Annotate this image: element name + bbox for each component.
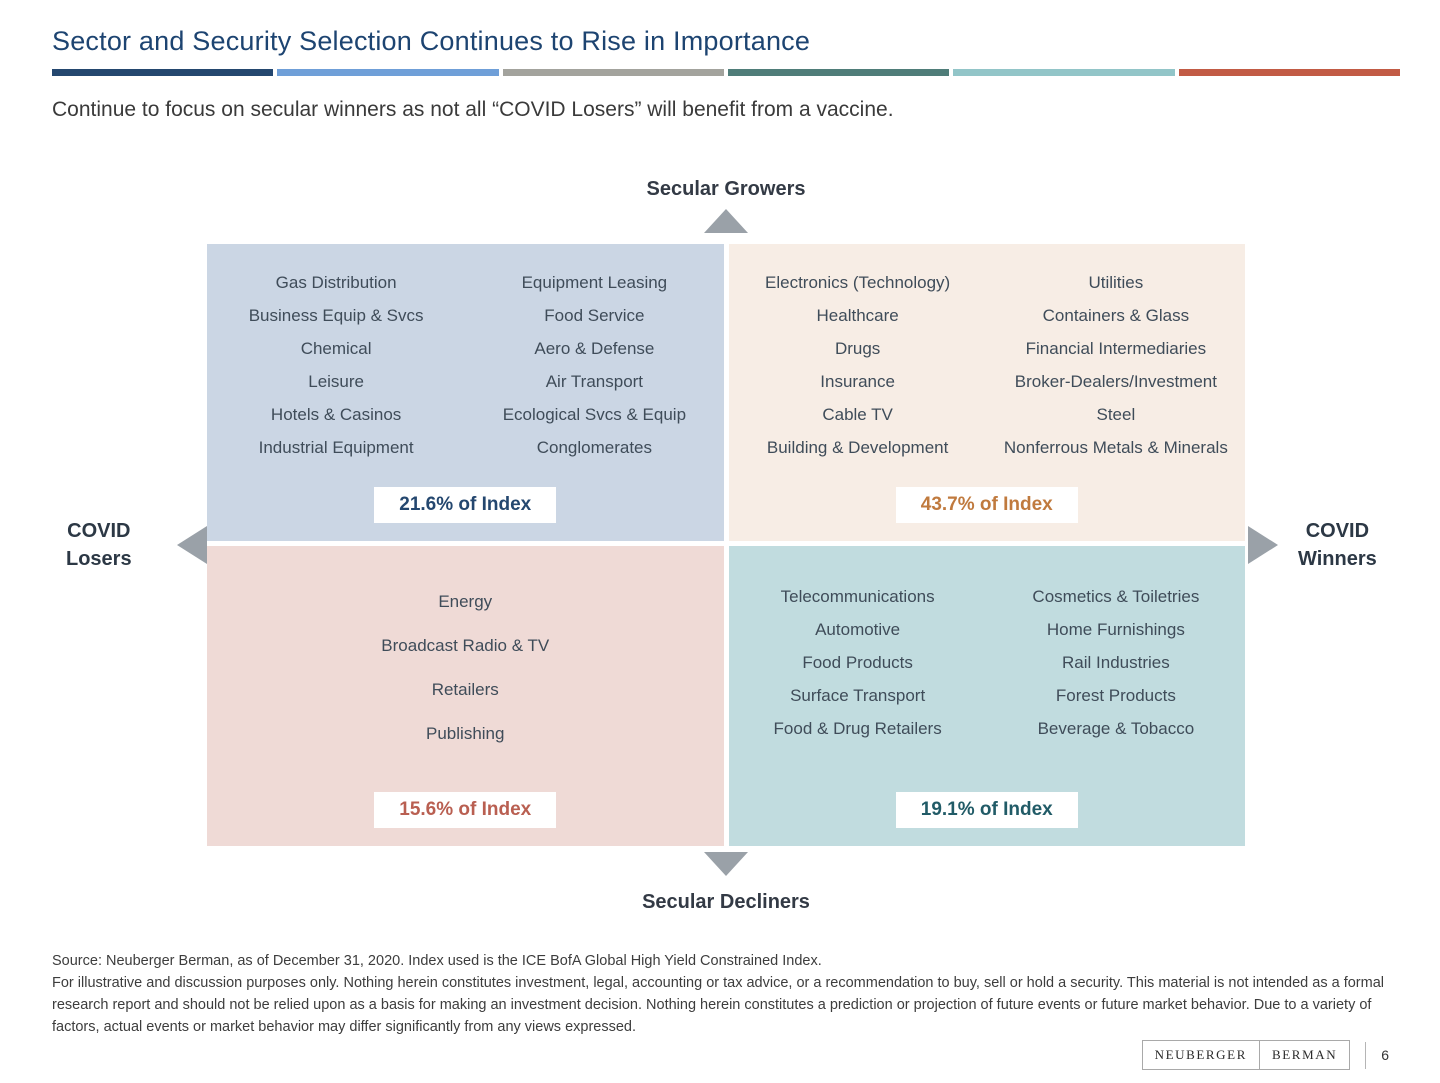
sector-columns: Telecommunications Automotive Food Product…: [729, 546, 1246, 792]
sector-item: Cosmetics & Toiletries: [1032, 587, 1200, 606]
sector-columns: Energy Broadcast Radio & TV Retailers Publi…: [207, 546, 724, 792]
sector-item: Telecommunications: [780, 587, 935, 606]
axis-label-line: COVID: [1305, 520, 1370, 542]
title-divider: [52, 69, 1400, 76]
sector-item: Surface Transport: [790, 686, 926, 705]
quadrant-top-right: Electronics (Technology) Healthcare Drugs I…: [728, 244, 1246, 541]
sector-item: Conglomerates: [536, 438, 653, 457]
quadrant-top-left: Gas Distribution Business Equip & Svcs Che…: [207, 244, 724, 541]
bottom-bar: NEUBERGER BERMAN 6: [1141, 1040, 1395, 1070]
axis-bottom: Secular Decliners: [207, 852, 1245, 914]
axis-label-line: COVID: [67, 520, 131, 542]
sector-item: Food Products: [802, 653, 913, 672]
sector-item: Rail Industries: [1062, 653, 1170, 672]
arrow-left-icon: [177, 526, 207, 564]
page-number: 6: [1381, 1047, 1389, 1063]
sector-list: Gas Distribution Business Equip & Svcs Che…: [207, 266, 465, 487]
sector-item: Gas Distribution: [275, 273, 397, 292]
sector-item: Steel: [1096, 405, 1136, 424]
divider-segment-4: [727, 69, 950, 76]
sector-item: Equipment Leasing: [521, 273, 668, 292]
sector-item: Food & Drug Retailers: [773, 719, 942, 738]
sector-item: Electronics (Technology): [765, 273, 951, 292]
sector-item: Industrial Equipment: [258, 438, 414, 457]
axis-label-secular-growers: Secular Growers: [646, 178, 806, 200]
sector-item: Food Service: [544, 306, 645, 325]
sector-item: Building & Development: [766, 438, 949, 457]
logo-text-right: BERMAN: [1271, 1047, 1338, 1062]
index-badge-bottom-left: 15.6% of Index: [374, 792, 557, 828]
sector-item: Chemical: [300, 339, 372, 358]
sector-item: Business Equip & Svcs: [248, 306, 424, 325]
sector-list: Energy Broadcast Radio & TV Retailers Publi…: [207, 580, 724, 792]
axis-top: Secular Growers: [207, 178, 1245, 238]
sector-list: Electronics (Technology) Healthcare Drugs I…: [729, 266, 987, 487]
sector-list: Equipment Leasing Food Service Aero & Defe…: [465, 266, 723, 487]
source-note: Source: Neuberger Berman, as of December…: [52, 953, 822, 969]
arrow-down-icon: [704, 852, 748, 876]
sector-item: Healthcare: [816, 306, 899, 325]
quadrant-bottom-right: Telecommunications Automotive Food Product…: [728, 546, 1246, 846]
sector-item: Insurance: [820, 372, 895, 391]
sector-item: Containers & Glass: [1042, 306, 1190, 325]
quadrant-grid: Gas Distribution Business Equip & Svcs Che…: [207, 244, 1245, 846]
sector-columns: Gas Distribution Business Equip & Svcs Che…: [207, 244, 724, 487]
page-title: Sector and Security Selection Continues …: [52, 26, 811, 56]
sector-item: Publishing: [426, 724, 505, 743]
sector-item: Nonferrous Metals & Minerals: [1003, 438, 1228, 457]
sector-item: Retailers: [431, 680, 499, 699]
divider-segment-1: [52, 69, 274, 76]
sector-item: Aero & Defense: [534, 339, 655, 358]
sector-item: Hotels & Casinos: [270, 405, 402, 424]
badge-wrap: 43.7% of Index: [729, 487, 1246, 523]
axis-left: COVID Losers: [52, 517, 207, 573]
axis-right: COVID Winners: [1245, 517, 1400, 573]
footnotes: Source: Neuberger Berman, as of December…: [52, 950, 1396, 1038]
axis-label-covid-winners: COVID Winners: [1298, 517, 1377, 573]
index-badge-top-left: 21.6% of Index: [374, 487, 557, 523]
sector-columns: Electronics (Technology) Healthcare Drugs I…: [729, 244, 1246, 487]
divider-segment-5: [953, 69, 1175, 76]
sector-item: Forest Products: [1055, 686, 1176, 705]
sector-item: Home Furnishings: [1046, 620, 1185, 639]
index-badge-bottom-right: 19.1% of Index: [895, 792, 1078, 828]
sector-item: Leisure: [308, 372, 364, 391]
sector-item: Automotive: [815, 620, 901, 639]
badge-wrap: 15.6% of Index: [207, 792, 724, 828]
arrow-right-icon: [1248, 526, 1278, 564]
sector-list: Utilities Containers & Glass Financial Int…: [987, 266, 1245, 487]
sector-item: Drugs: [834, 339, 881, 358]
divider-segment-6: [1178, 69, 1400, 76]
footer-divider: [1365, 1041, 1367, 1069]
divider-segment-3: [502, 69, 724, 76]
divider-segment-2: [277, 69, 499, 76]
index-badge-top-right: 43.7% of Index: [895, 487, 1078, 523]
quadrant-bottom-left: Energy Broadcast Radio & TV Retailers Publi…: [207, 546, 724, 846]
sector-item: Ecological Svcs & Equip: [502, 405, 687, 424]
axis-label-covid-losers: COVID Losers: [66, 517, 132, 573]
axis-label-secular-decliners: Secular Decliners: [642, 891, 810, 913]
badge-wrap: 19.1% of Index: [729, 792, 1246, 828]
quadrant-diagram: Secular Growers COVID Losers Gas Distrib…: [52, 178, 1400, 914]
sector-item: Broadcast Radio & TV: [381, 636, 550, 655]
sector-item: Utilities: [1088, 273, 1144, 292]
neuberger-berman-logo: NEUBERGER BERMAN: [1141, 1040, 1351, 1070]
badge-wrap: 21.6% of Index: [207, 487, 724, 523]
sector-list: Cosmetics & Toiletries Home Furnishings Ra…: [987, 580, 1245, 792]
sector-list: Telecommunications Automotive Food Product…: [729, 580, 987, 792]
logo-text-left: NEUBERGER: [1143, 1041, 1260, 1069]
sector-item: Energy: [438, 592, 493, 611]
disclaimer-note: For illustrative and discussion purposes…: [52, 975, 1384, 1035]
sector-item: Broker-Dealers/Investment: [1014, 372, 1217, 391]
arrow-up-icon: [704, 209, 748, 233]
quadrant-row: COVID Losers Gas Distribution Business Eq…: [52, 244, 1400, 846]
axis-label-line: Winners: [1298, 548, 1377, 570]
sector-item: Beverage & Tobacco: [1037, 719, 1195, 738]
sector-item: Cable TV: [822, 405, 893, 424]
subtitle: Continue to focus on secular winners as …: [52, 98, 894, 121]
sector-item: Financial Intermediaries: [1025, 339, 1207, 358]
sector-item: Air Transport: [545, 372, 644, 391]
axis-label-line: Losers: [66, 548, 132, 570]
